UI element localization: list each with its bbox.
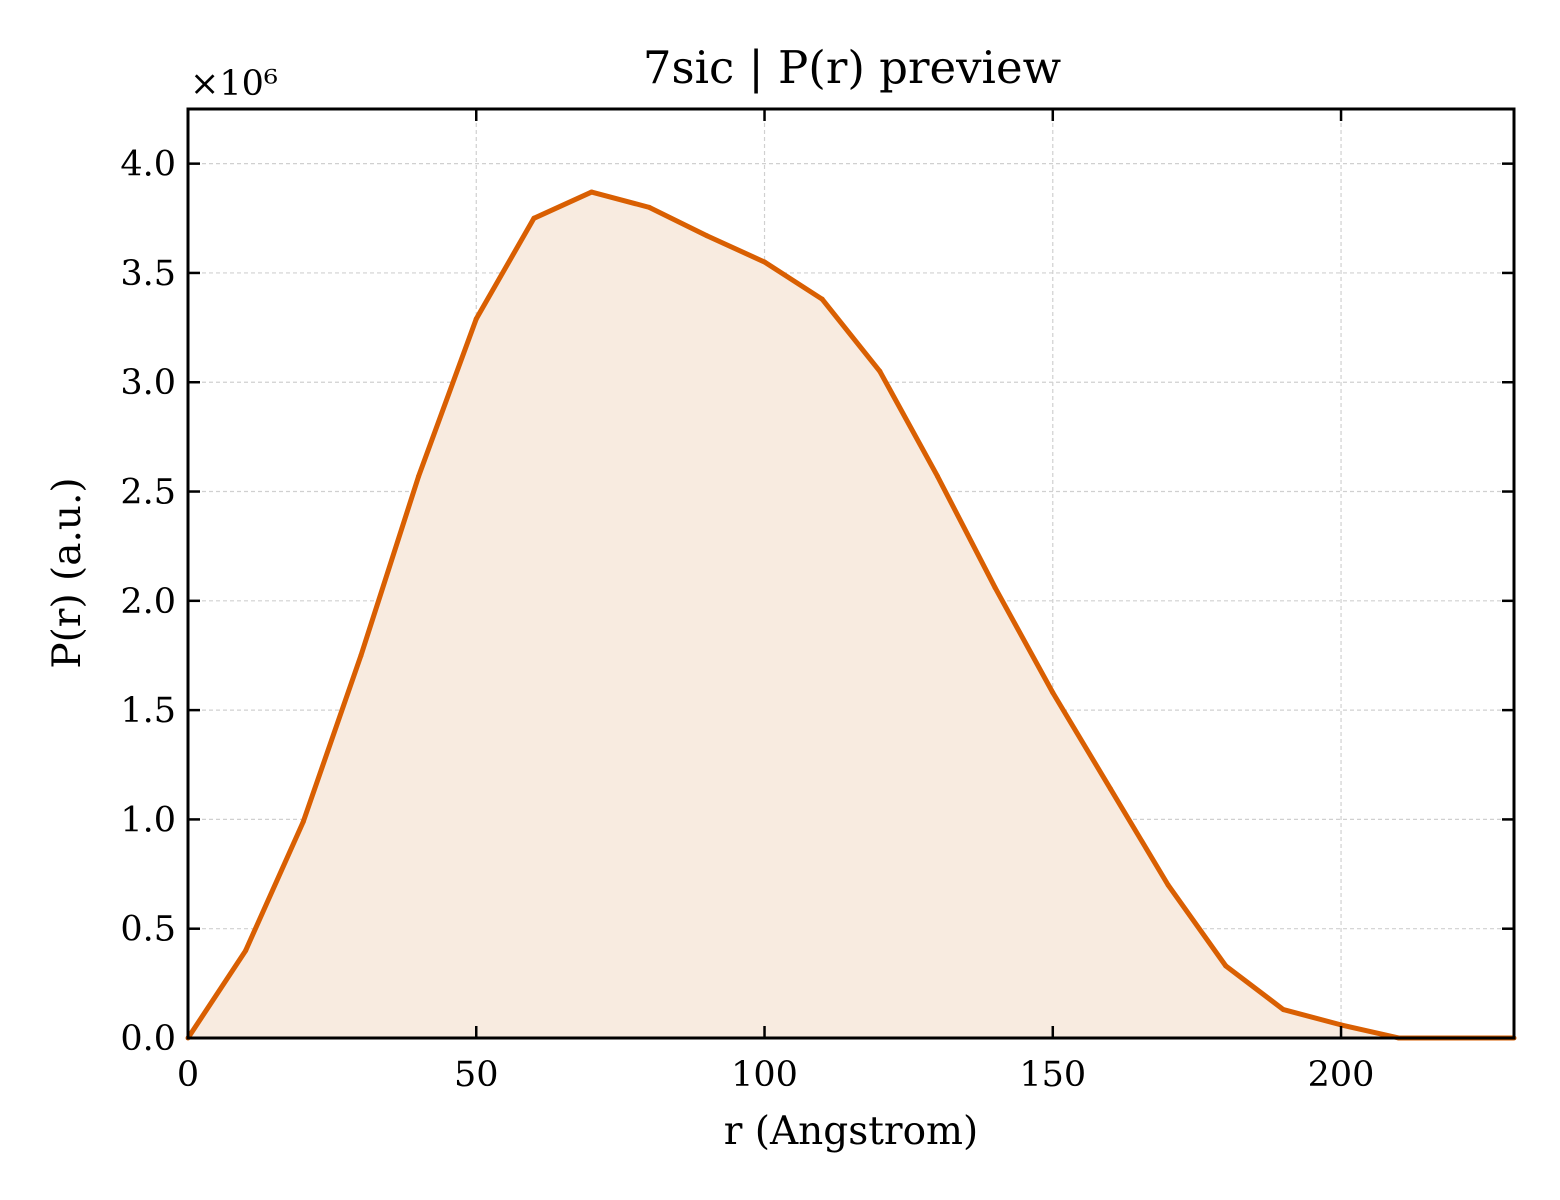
data-point: [704, 233, 710, 239]
data-point: [416, 473, 422, 479]
data-point: [243, 948, 249, 954]
axis-ticks: 0 50 100 150 200 0.0 0.5 1.0 1.5 2.0 2.5 3.0 3.5 4.0: [120, 109, 1514, 1095]
data-point: [473, 316, 479, 322]
x-tick-label: 0: [177, 1055, 199, 1095]
data-point: [1107, 786, 1113, 792]
y-offset-label: ×10⁶: [190, 64, 278, 104]
data-point: [589, 189, 595, 195]
data-point: [1165, 882, 1171, 888]
x-tick-label: 50: [454, 1055, 499, 1095]
data-point: [819, 296, 825, 302]
series-line-layer: [185, 189, 1514, 1041]
y-axis-label: P(r) (a.u.): [45, 477, 90, 668]
data-point: [1280, 1007, 1286, 1013]
y-tick-label: 0.5: [120, 910, 176, 950]
plot-frame: [186, 107, 1516, 1040]
data-point: [531, 215, 537, 221]
data-point: [762, 259, 768, 265]
axes-frame: [186, 107, 1516, 1040]
x-tick-label: 150: [1019, 1055, 1086, 1095]
y-tick-label: 1.0: [120, 800, 176, 840]
data-point: [646, 204, 652, 210]
data-point: [877, 368, 883, 374]
x-tick-label: 200: [1308, 1055, 1375, 1095]
x-tick-label: 100: [731, 1055, 798, 1095]
series-area-fill: [188, 192, 1514, 1038]
area-fill-layer: [188, 192, 1514, 1038]
y-tick-label: 4.0: [120, 145, 176, 185]
x-axis-label: r (Angstrom): [724, 1109, 979, 1154]
chart-title: 7sic | P(r) preview: [643, 41, 1061, 94]
y-tick-label: 3.0: [120, 363, 176, 403]
data-point: [1223, 963, 1229, 969]
data-point: [300, 819, 306, 825]
y-tick-label: 2.0: [120, 582, 176, 622]
series-line: [185, 189, 1514, 1041]
y-tick-label: 3.5: [120, 254, 176, 294]
y-tick-label: 1.5: [120, 691, 176, 731]
data-point: [1050, 690, 1056, 696]
y-tick-label: 0.0: [120, 1019, 176, 1059]
data-point: [358, 652, 364, 658]
y-tick-label: 2.5: [120, 473, 176, 513]
data-point: [934, 473, 940, 479]
data-point: [992, 585, 998, 591]
